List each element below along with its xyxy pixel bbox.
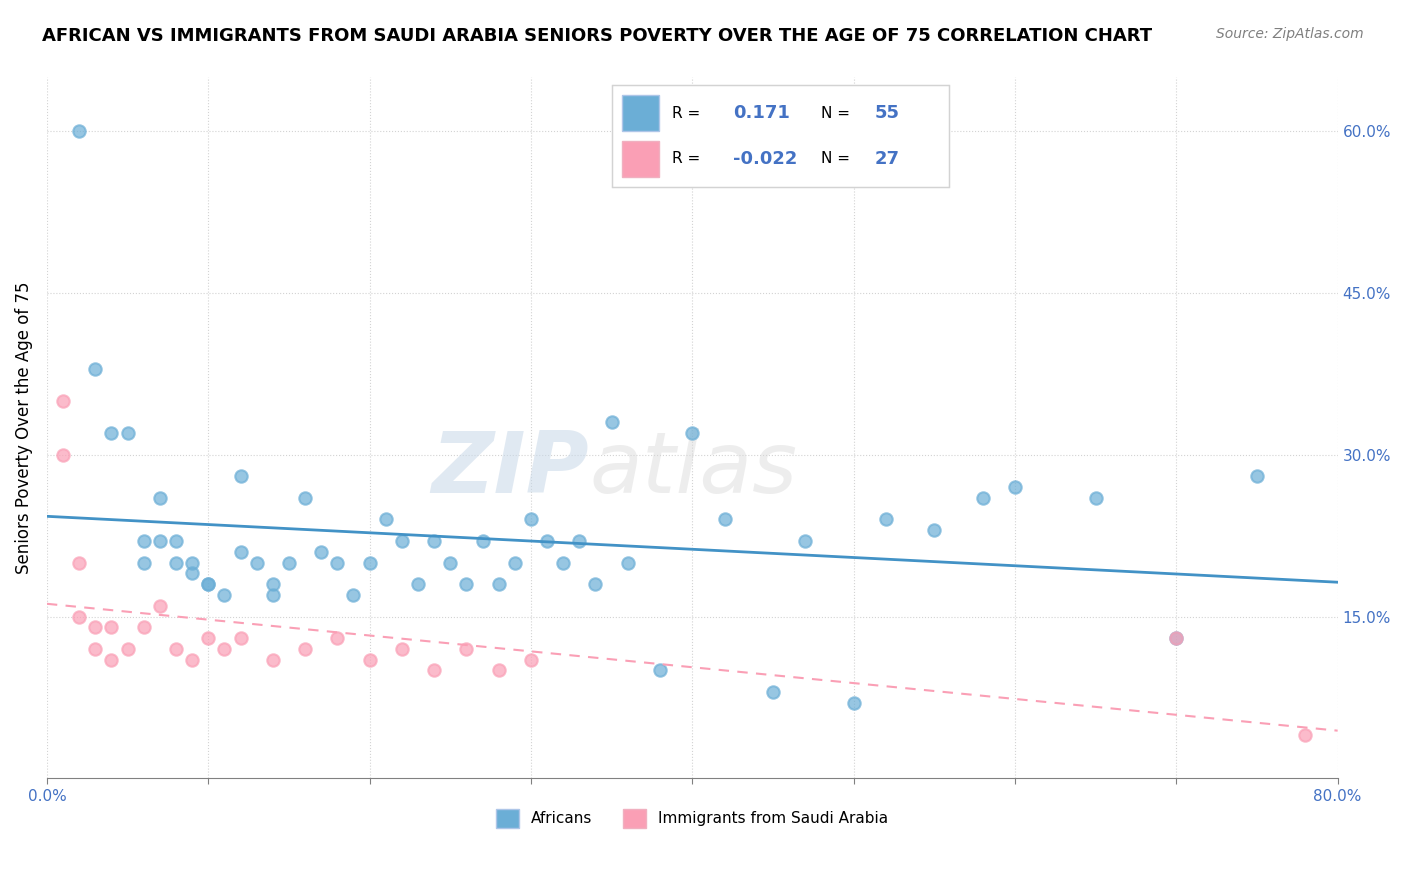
Point <box>553 556 575 570</box>
Point <box>117 426 139 441</box>
Point <box>456 641 478 656</box>
Point <box>165 641 187 656</box>
Point <box>100 652 122 666</box>
Point <box>100 620 122 634</box>
Point <box>762 685 785 699</box>
Point <box>972 491 994 505</box>
Point <box>616 556 638 570</box>
Point <box>681 426 703 441</box>
Point <box>214 588 236 602</box>
Point <box>1166 631 1188 645</box>
Point <box>922 523 945 537</box>
Point <box>84 620 107 634</box>
Point <box>875 512 897 526</box>
Point <box>1294 728 1316 742</box>
Point <box>585 577 607 591</box>
Point <box>165 534 187 549</box>
Point <box>342 588 364 602</box>
Point <box>406 577 429 591</box>
Point <box>842 696 865 710</box>
Point <box>197 631 219 645</box>
Point <box>67 556 90 570</box>
Point <box>520 512 543 526</box>
Text: atlas: atlas <box>589 428 797 511</box>
Point <box>391 534 413 549</box>
Text: 0.171: 0.171 <box>733 104 790 122</box>
Text: R =: R = <box>672 106 700 121</box>
Point <box>391 641 413 656</box>
Point <box>471 534 494 549</box>
Point <box>794 534 817 549</box>
Point <box>181 556 204 570</box>
Point <box>117 641 139 656</box>
Point <box>423 534 446 549</box>
Point <box>262 588 284 602</box>
Point <box>456 577 478 591</box>
Point <box>132 556 155 570</box>
Point <box>648 664 671 678</box>
Text: 27: 27 <box>875 150 900 168</box>
Point <box>1004 480 1026 494</box>
Text: R =: R = <box>672 151 700 166</box>
Point <box>181 652 204 666</box>
FancyBboxPatch shape <box>621 95 659 131</box>
Point <box>132 620 155 634</box>
Point <box>359 652 381 666</box>
Point <box>374 512 396 526</box>
Point <box>84 361 107 376</box>
Point <box>132 534 155 549</box>
Point <box>67 609 90 624</box>
Point <box>229 631 252 645</box>
Point <box>229 469 252 483</box>
Point <box>520 652 543 666</box>
Point <box>1084 491 1107 505</box>
Point <box>197 577 219 591</box>
Point <box>439 556 461 570</box>
Point <box>149 599 172 613</box>
Point <box>536 534 558 549</box>
Point <box>488 664 510 678</box>
Point <box>326 631 349 645</box>
Point <box>246 556 269 570</box>
Text: Source: ZipAtlas.com: Source: ZipAtlas.com <box>1216 27 1364 41</box>
Point <box>84 641 107 656</box>
Point <box>149 491 172 505</box>
Point <box>277 556 299 570</box>
Point <box>197 577 219 591</box>
Text: -0.022: -0.022 <box>733 150 797 168</box>
Point <box>52 393 75 408</box>
Point <box>326 556 349 570</box>
Text: 55: 55 <box>875 104 900 122</box>
Point <box>1166 631 1188 645</box>
Point <box>359 556 381 570</box>
Text: AFRICAN VS IMMIGRANTS FROM SAUDI ARABIA SENIORS POVERTY OVER THE AGE OF 75 CORRE: AFRICAN VS IMMIGRANTS FROM SAUDI ARABIA … <box>42 27 1153 45</box>
Text: ZIP: ZIP <box>432 428 589 511</box>
Point <box>488 577 510 591</box>
Point <box>67 124 90 138</box>
Point <box>165 556 187 570</box>
Point <box>503 556 526 570</box>
Legend: Africans, Immigrants from Saudi Arabia: Africans, Immigrants from Saudi Arabia <box>489 803 894 834</box>
Point <box>600 416 623 430</box>
Point <box>100 426 122 441</box>
Point <box>568 534 591 549</box>
Y-axis label: Seniors Poverty Over the Age of 75: Seniors Poverty Over the Age of 75 <box>15 282 32 574</box>
Point <box>294 491 316 505</box>
Point <box>1246 469 1268 483</box>
Text: N =: N = <box>821 106 849 121</box>
FancyBboxPatch shape <box>621 141 659 177</box>
Point <box>294 641 316 656</box>
Point <box>262 652 284 666</box>
Text: N =: N = <box>821 151 849 166</box>
Point <box>229 545 252 559</box>
Point <box>52 448 75 462</box>
Point <box>713 512 735 526</box>
Point <box>181 566 204 581</box>
Point <box>423 664 446 678</box>
Point <box>262 577 284 591</box>
Point <box>309 545 332 559</box>
Point <box>214 641 236 656</box>
Point <box>149 534 172 549</box>
